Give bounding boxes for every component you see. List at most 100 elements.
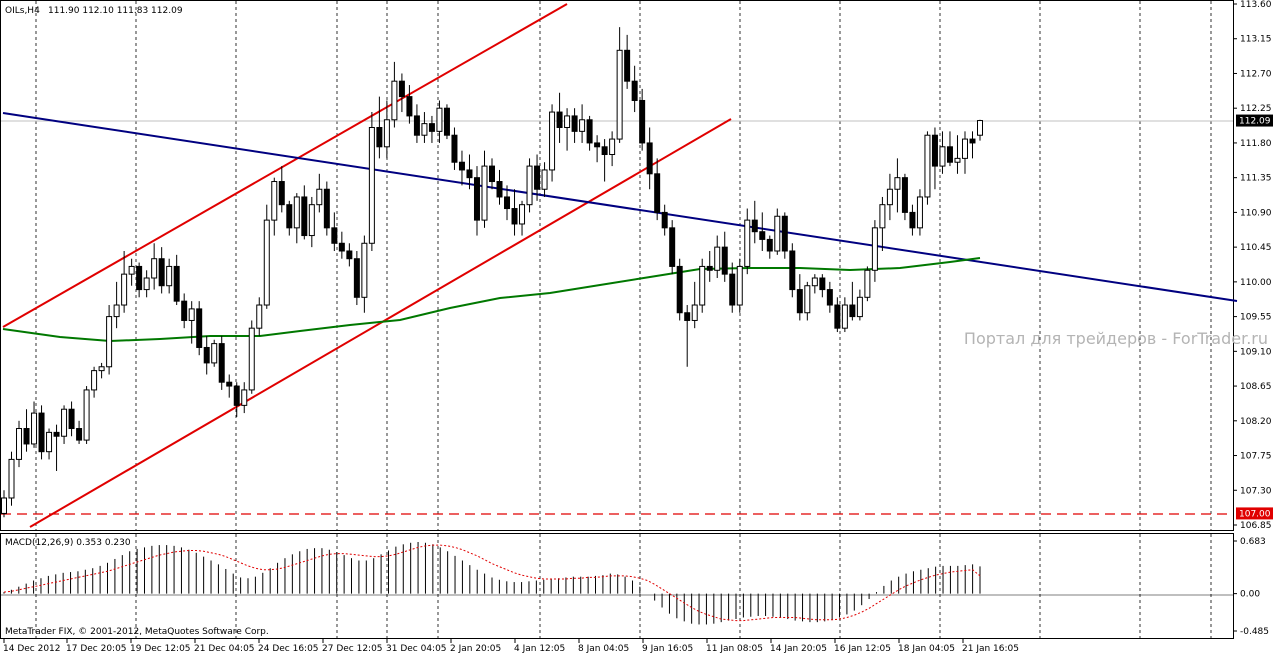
- candle[interactable]: [796, 274, 803, 321]
- candle[interactable]: [894, 158, 901, 213]
- candle[interactable]: [864, 266, 871, 302]
- candle[interactable]: [789, 243, 796, 298]
- candle[interactable]: [579, 104, 586, 143]
- trend-line[interactable]: [2, 112, 1238, 302]
- candle[interactable]: [173, 254, 180, 306]
- candle[interactable]: [699, 258, 706, 313]
- candle[interactable]: [721, 231, 728, 282]
- candle[interactable]: [143, 270, 150, 298]
- candle[interactable]: [293, 193, 300, 244]
- candle[interactable]: [413, 104, 420, 143]
- candle[interactable]: [383, 100, 390, 159]
- candle[interactable]: [16, 420, 23, 468]
- candle[interactable]: [954, 135, 961, 174]
- candle[interactable]: [759, 212, 766, 251]
- candle[interactable]: [977, 119, 983, 141]
- candle[interactable]: [286, 200, 293, 236]
- candle[interactable]: [901, 173, 908, 221]
- candle[interactable]: [961, 131, 968, 174]
- candle[interactable]: [676, 258, 683, 321]
- candle[interactable]: [834, 297, 841, 333]
- candle[interactable]: [624, 34, 631, 89]
- candle[interactable]: [556, 92, 563, 143]
- candle[interactable]: [526, 158, 533, 213]
- candle[interactable]: [871, 220, 878, 282]
- candle[interactable]: [661, 204, 668, 236]
- moving-average-line[interactable]: [2, 257, 981, 343]
- candle[interactable]: [931, 127, 938, 190]
- candle[interactable]: [504, 185, 511, 221]
- candle[interactable]: [218, 335, 225, 390]
- candle[interactable]: [338, 231, 345, 259]
- candle[interactable]: [969, 131, 976, 159]
- candle[interactable]: [23, 409, 30, 452]
- candle[interactable]: [61, 405, 68, 444]
- candle[interactable]: [98, 362, 105, 379]
- candle[interactable]: [751, 200, 758, 244]
- candle[interactable]: [639, 88, 646, 151]
- candle[interactable]: [46, 428, 53, 460]
- candle[interactable]: [158, 247, 165, 294]
- candle[interactable]: [361, 235, 368, 313]
- candle[interactable]: [496, 169, 503, 205]
- candle[interactable]: [466, 154, 473, 190]
- candle[interactable]: [886, 173, 893, 221]
- candle[interactable]: [346, 243, 353, 267]
- candle[interactable]: [669, 220, 676, 275]
- candle[interactable]: [166, 258, 173, 294]
- candle[interactable]: [856, 289, 863, 321]
- candle[interactable]: [684, 305, 691, 367]
- candle[interactable]: [391, 61, 398, 128]
- candle[interactable]: [654, 158, 661, 221]
- candle[interactable]: [939, 131, 946, 174]
- candle[interactable]: [519, 200, 526, 236]
- candle[interactable]: [804, 281, 811, 321]
- channel-lower-line[interactable]: [29, 118, 732, 528]
- candle[interactable]: [211, 339, 218, 367]
- candle[interactable]: [278, 166, 285, 213]
- candle[interactable]: [331, 212, 338, 251]
- candle[interactable]: [564, 108, 571, 151]
- candle[interactable]: [511, 189, 518, 236]
- candle[interactable]: [458, 150, 465, 186]
- candle[interactable]: [203, 335, 210, 375]
- candle[interactable]: [691, 281, 698, 329]
- candle[interactable]: [714, 235, 721, 279]
- candle[interactable]: [398, 73, 405, 113]
- candle[interactable]: [188, 301, 195, 344]
- candle[interactable]: [53, 424, 60, 471]
- candle[interactable]: [128, 258, 135, 286]
- candle[interactable]: [8, 451, 15, 506]
- candle[interactable]: [233, 382, 240, 417]
- candle[interactable]: [601, 139, 608, 182]
- candle[interactable]: [631, 65, 638, 113]
- candle[interactable]: [736, 258, 743, 313]
- candle[interactable]: [946, 131, 953, 167]
- candle[interactable]: [534, 154, 541, 201]
- candle[interactable]: [271, 177, 278, 236]
- candle[interactable]: [376, 96, 383, 159]
- candle[interactable]: [781, 212, 788, 259]
- candle[interactable]: [909, 204, 916, 236]
- candle[interactable]: [113, 281, 120, 329]
- candle[interactable]: [226, 374, 233, 398]
- candle[interactable]: [819, 274, 826, 298]
- candle[interactable]: [323, 181, 330, 236]
- candle[interactable]: [106, 305, 113, 375]
- candle[interactable]: [616, 27, 623, 143]
- candle[interactable]: [489, 158, 495, 190]
- candle[interactable]: [136, 262, 143, 298]
- candle[interactable]: [594, 135, 601, 163]
- candle[interactable]: [316, 173, 323, 213]
- candle[interactable]: [774, 208, 781, 255]
- macd-pane[interactable]: [0, 533, 1234, 639]
- candle[interactable]: [308, 196, 315, 248]
- candle[interactable]: [916, 189, 923, 236]
- candle[interactable]: [729, 262, 736, 313]
- candle[interactable]: [609, 131, 616, 167]
- candle[interactable]: [38, 405, 45, 460]
- candle[interactable]: [196, 301, 203, 356]
- candle[interactable]: [301, 185, 308, 240]
- candle[interactable]: [241, 382, 248, 414]
- candle[interactable]: [68, 401, 75, 437]
